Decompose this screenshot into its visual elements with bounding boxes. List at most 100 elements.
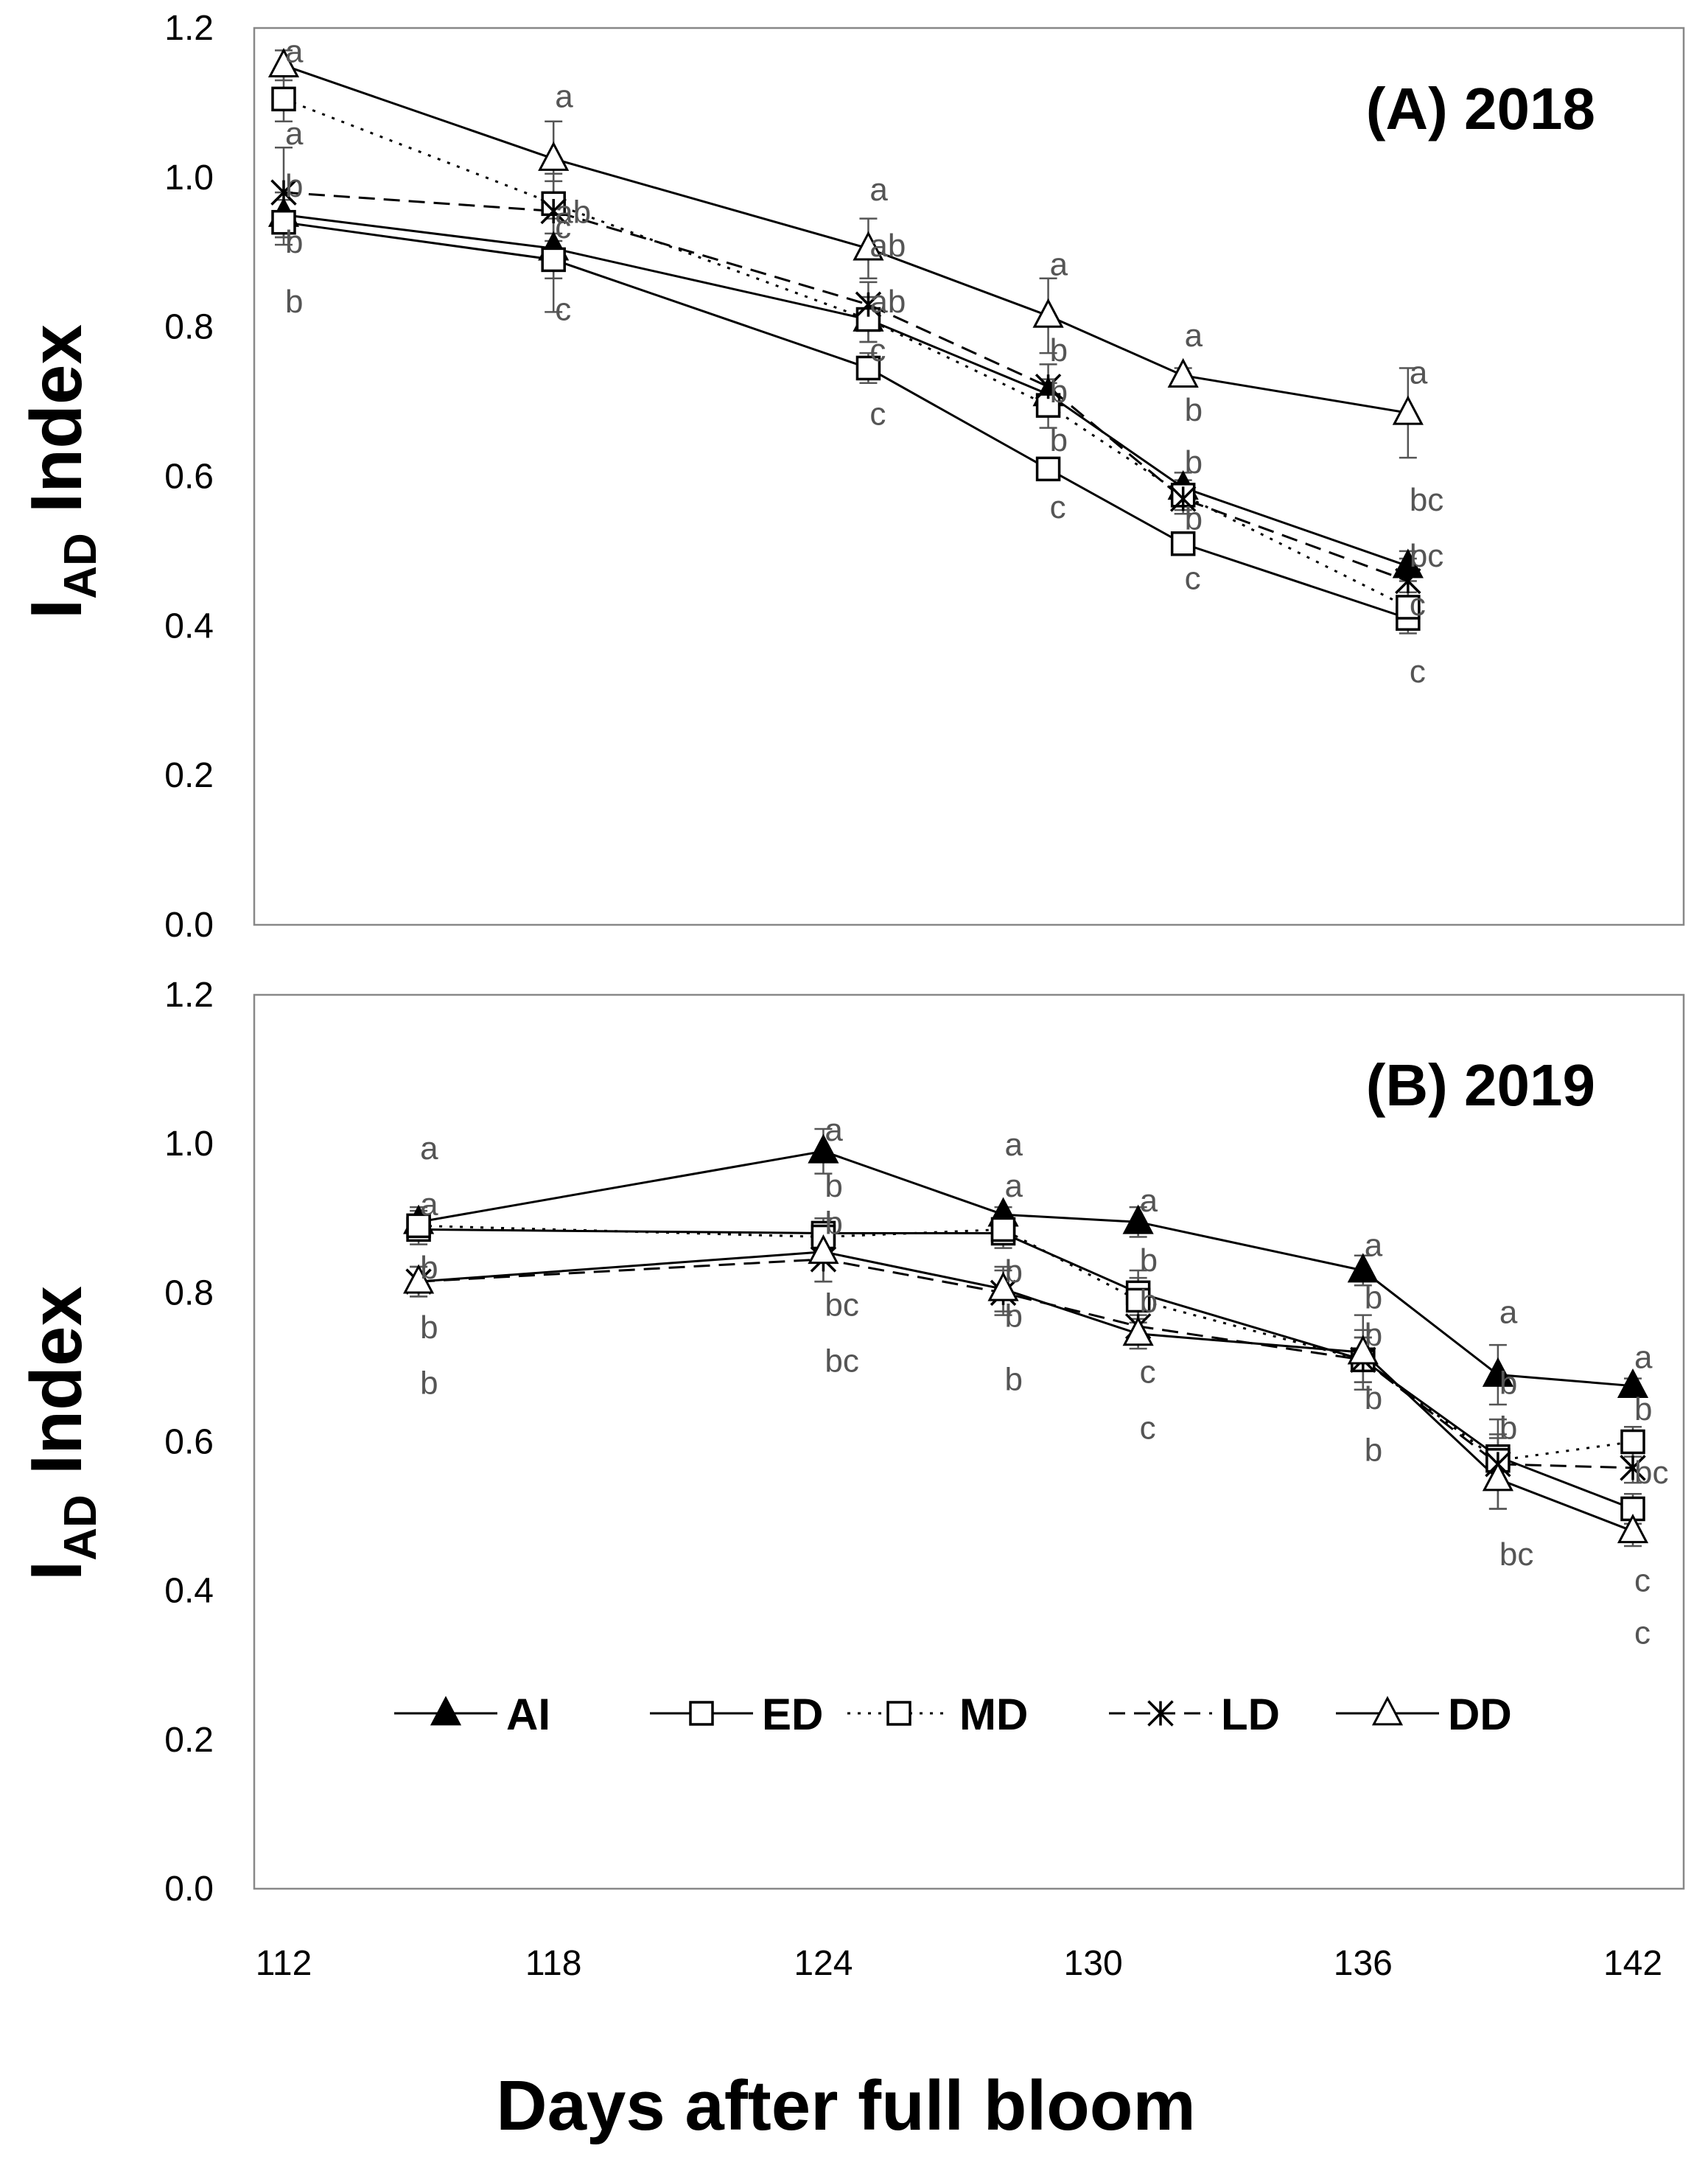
y-tick-label: 1.0 [164, 1125, 214, 1164]
data-point-dd [538, 141, 570, 171]
series-line-ld [419, 1258, 1634, 1469]
y-tick-label: 1.2 [164, 9, 214, 48]
significance-label: bc [1634, 1455, 1668, 1491]
series-line-md [419, 1224, 1634, 1462]
significance-label: a [1499, 1295, 1518, 1331]
significance-label: bc [1410, 538, 1443, 574]
data-point-md [1125, 1287, 1151, 1313]
data-point-ld [855, 291, 882, 318]
significance-label: c [1410, 587, 1426, 623]
data-point-ai [1617, 1368, 1649, 1399]
x-tick-label: 130 [1064, 1944, 1123, 1983]
data-point-dd [267, 48, 300, 78]
significance-label: c [1050, 489, 1066, 525]
significance-label: bc [1410, 482, 1443, 518]
significance-label: b [420, 1366, 438, 1402]
significance-label: b [1185, 444, 1203, 480]
data-point-ld [1395, 567, 1421, 595]
y-tick-label: 1.2 [164, 976, 214, 1015]
data-point-ld [540, 197, 567, 225]
data-point-dd [1347, 1335, 1379, 1365]
significance-label: bc [825, 1343, 858, 1379]
significance-label: b [285, 224, 303, 260]
significance-label: b [1185, 500, 1203, 536]
legend-marker-dd [1371, 1696, 1404, 1726]
significance-label: b [285, 284, 303, 320]
y-tick-label: 0.8 [164, 308, 214, 347]
y-tick-label: 0.4 [164, 1572, 214, 1611]
legend-label-dd: DD [1448, 1690, 1512, 1739]
y-tick-label: 0.6 [164, 1423, 214, 1462]
legend-marker-ed [689, 1701, 714, 1726]
significance-label: bc [1499, 1536, 1533, 1573]
significance-label: c [1140, 1354, 1156, 1390]
data-point-ld [1620, 1455, 1646, 1481]
significance-label: c [1634, 1615, 1651, 1651]
x-tick-label: 112 [256, 1944, 312, 1983]
significance-label: a [869, 172, 888, 208]
data-point-ld [1169, 486, 1197, 512]
data-point-dd [853, 231, 884, 261]
significance-label: c [1185, 560, 1201, 596]
significance-label: b [1050, 374, 1068, 410]
significance-label: b [1140, 1283, 1158, 1319]
significance-label: ab [869, 284, 906, 320]
data-point-dd [1122, 1316, 1154, 1346]
legend-label-md: MD [959, 1690, 1028, 1739]
series-line-ed [283, 221, 1409, 620]
significance-label: a [1005, 1127, 1023, 1163]
y-tick-label: 0.2 [164, 1721, 214, 1760]
data-point-md [1396, 595, 1421, 620]
y-tick-label: 0.2 [164, 756, 214, 795]
legend: AI ED MD LD DD [394, 1690, 1512, 1739]
y-tick-label: 0.0 [164, 1870, 214, 1909]
significance-label: a [1140, 1183, 1158, 1219]
y-tick-label: 0.6 [164, 458, 214, 497]
significance-label: b [285, 168, 303, 204]
significance-label: b [1499, 1366, 1517, 1402]
data-point-md [990, 1217, 1016, 1242]
legend-marker-ld [1147, 1700, 1174, 1727]
data-point-dd [808, 1234, 839, 1265]
data-point-ed [1170, 531, 1196, 556]
significance-label: b [1050, 332, 1068, 368]
data-point-ld [270, 179, 297, 206]
data-point-ai [808, 1133, 839, 1164]
significance-label: b [1185, 392, 1203, 428]
data-point-ed [271, 209, 296, 235]
legend-label-ai: AI [506, 1690, 550, 1739]
data-point-dd [1392, 395, 1424, 425]
chart-title: (A) 2018 [1366, 76, 1595, 141]
significance-label: a [1005, 1168, 1023, 1204]
significance-label: b [1499, 1410, 1517, 1446]
significance-label: a [285, 33, 304, 69]
significance-label: a [555, 78, 573, 114]
data-point-ld [1035, 374, 1062, 400]
plot-frame [253, 993, 1685, 1890]
significance-label: a [1050, 246, 1068, 282]
data-point-ed [855, 355, 881, 381]
significance-label: b [420, 1309, 438, 1346]
significance-label: ab [555, 194, 591, 230]
data-point-md [1620, 1429, 1645, 1455]
legend-label-ld: LD [1221, 1690, 1280, 1739]
series-line-md [283, 97, 1409, 609]
data-point-dd [403, 1264, 435, 1294]
data-point-ed [541, 247, 566, 273]
significance-label: b [1050, 422, 1068, 458]
significance-label: c [555, 291, 571, 327]
y-axis-label-bottom: IAD Index [15, 1286, 106, 1581]
significance-label: b [825, 1168, 842, 1204]
y-tick-label: 0.8 [164, 1273, 214, 1312]
data-point-ed [1620, 1496, 1645, 1522]
data-point-ed [1035, 456, 1061, 482]
series-line-ai [283, 214, 1409, 567]
data-point-dd [1617, 1514, 1649, 1544]
panel-2019: 0.00.20.40.60.81.01.2(B) 2019aabbbabbbcb… [164, 976, 1685, 1983]
significance-label: bc [825, 1287, 858, 1323]
data-point-dd [987, 1271, 1019, 1301]
significance-label: c [1140, 1410, 1156, 1446]
series-line-ld [283, 191, 1409, 582]
